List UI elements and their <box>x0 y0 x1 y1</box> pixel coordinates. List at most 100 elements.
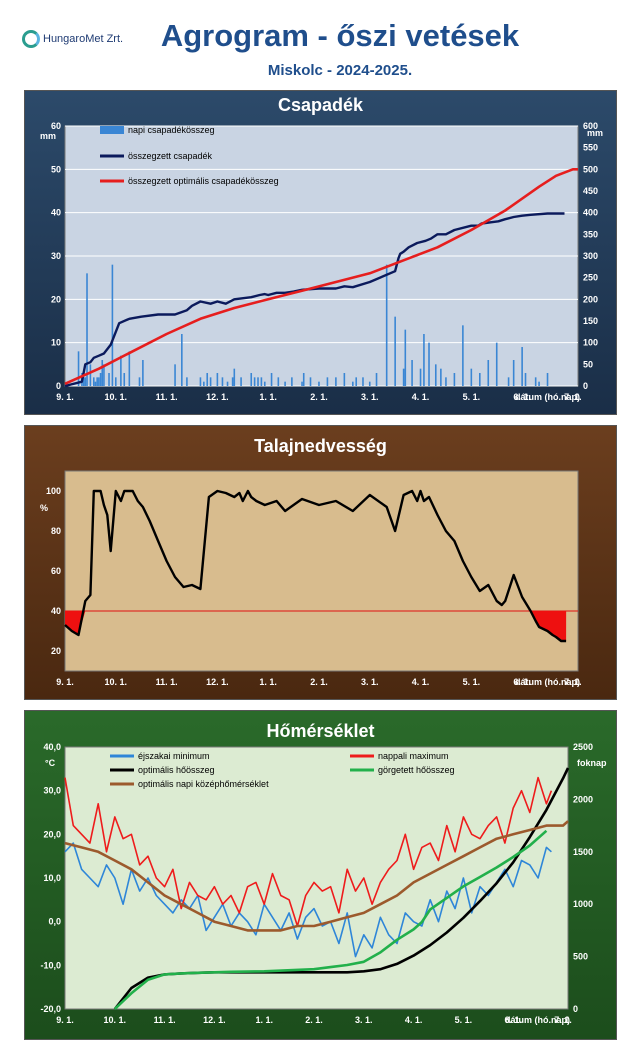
precip-bar <box>524 373 527 386</box>
precipitation-panel: Csapadék 0 10 20 30 40 50 60 0 50 100 150 200 250 300… <box>24 90 617 415</box>
precip-bar <box>199 377 202 386</box>
precip-bar <box>111 264 114 386</box>
x-tick-label: 11. 1. <box>156 677 178 687</box>
y-axis-label: °C <box>45 758 56 768</box>
hungaromet-logo: HungaroMet Zrt. <box>22 30 123 48</box>
precip-bar <box>479 373 481 386</box>
temperature-chart: -20,0 -10,0 0,0 10,0 20,0 30,0 40,0 0 500 1000 150… <box>40 742 607 1025</box>
y-axis-label: % <box>40 503 48 513</box>
y2-tick-label: 100 <box>583 338 598 348</box>
precip-bar <box>233 368 236 386</box>
precip-bar <box>302 373 305 386</box>
precip-bar <box>77 351 80 386</box>
precip-bar <box>101 360 104 386</box>
legend-label: nappali maximum <box>378 751 449 761</box>
y2-tick-label: 2500 <box>573 742 593 752</box>
precip-bar <box>487 360 490 386</box>
y2-tick-label: 450 <box>583 186 598 196</box>
x-tick-label: 2. 1. <box>310 677 328 687</box>
y-tick-label: 80 <box>51 526 61 536</box>
x-tick-label: 3. 1. <box>355 1015 373 1025</box>
precip-bar <box>512 360 515 386</box>
precip-bar <box>84 377 87 386</box>
x-tick-label: 3. 1. <box>361 392 379 402</box>
x-tick-label: 4. 1. <box>412 392 430 402</box>
precip-bar <box>394 316 396 386</box>
x-tick-label: 2. 1. <box>305 1015 323 1025</box>
rolling-heat-sum-line <box>113 829 548 1010</box>
precip-bar <box>419 368 422 386</box>
x-tick-label: 9. 1. <box>56 392 74 402</box>
precip-bar <box>231 377 234 386</box>
hungaromet-logo-icon <box>22 30 40 48</box>
legend-label: görgetett hőösszeg <box>378 765 455 775</box>
precip-bar <box>284 381 286 386</box>
precip-bar <box>263 381 266 386</box>
y-tick-label: 40 <box>51 606 61 616</box>
y2-tick-label: 0 <box>583 381 588 391</box>
x-tick-label: 7. 1. <box>564 392 582 402</box>
precip-bar <box>260 377 263 386</box>
precip-bar <box>82 377 85 386</box>
x-tick-label: 5. 1. <box>455 1015 473 1025</box>
precip-bar <box>142 360 144 386</box>
precip-bar <box>291 377 293 386</box>
y2-tick-label: 2000 <box>573 794 593 804</box>
y-tick-label: -10,0 <box>40 960 61 970</box>
precip-bar <box>94 381 97 386</box>
y-tick-label: 10 <box>51 338 61 348</box>
y-tick-label: 0,0 <box>48 917 61 927</box>
x-tick-label: 9. 1. <box>56 1015 74 1025</box>
precip-bar <box>209 377 212 386</box>
precip-bar <box>423 334 425 386</box>
x-tick-label: 9. 1. <box>56 677 74 687</box>
legend-label: optimális napi középhőmérséklet <box>138 779 269 789</box>
legend-label: optimális hőösszeg <box>138 765 215 775</box>
y2-tick-label: 200 <box>583 294 598 304</box>
precip-bar <box>206 373 209 386</box>
y2-tick-label: 300 <box>583 251 598 261</box>
page-subtitle: Miskolc - 2024-2025. <box>267 62 413 79</box>
precip-bar <box>309 377 312 386</box>
y-tick-label: 50 <box>51 164 61 174</box>
x-tick-label: 6. 1. <box>504 1015 522 1025</box>
optimal-precip-line <box>64 168 578 385</box>
precip-bar <box>221 377 224 386</box>
precip-bar <box>240 377 242 386</box>
soil-moisture-panel: Talajnedvesség 20 40 60 80 100% 9. 1. 10. 1. 11… <box>24 425 617 700</box>
precipitation-title: Csapadék <box>277 95 364 115</box>
x-tick-label: 12. 1. <box>206 677 229 687</box>
precip-bar <box>114 377 117 386</box>
x-tick-label: 10. 1. <box>104 1015 127 1025</box>
x-tick-label: 12. 1. <box>203 1015 226 1025</box>
precip-bar <box>138 377 141 386</box>
x-tick-label: 12. 1. <box>206 392 229 402</box>
precip-bar <box>253 377 256 386</box>
precip-bar <box>92 377 95 386</box>
y-tick-label: 20 <box>51 294 61 304</box>
y-tick-label: 10,0 <box>43 873 61 883</box>
legend-label: összegzett optimális csapadékösszeg <box>128 176 279 186</box>
precip-bar <box>318 381 320 386</box>
legend-label: összegzett csapadék <box>128 151 213 161</box>
x-tick-label: 4. 1. <box>405 1015 423 1025</box>
precip-bar <box>368 381 371 386</box>
precip-bar <box>270 373 273 386</box>
precip-bar <box>86 273 88 386</box>
legend-swatch <box>100 126 124 134</box>
precip-bar <box>123 373 126 386</box>
temperature-panel: Hőmérséklet -20,0 -10,0 0,0 10,0 20,0 30,0 40,… <box>24 710 617 1040</box>
x-tick-label: 1. 1. <box>255 1015 273 1025</box>
y2-tick-label: 0 <box>573 1004 578 1014</box>
y2-tick-label: 250 <box>583 273 598 283</box>
precip-bar <box>128 351 131 386</box>
precip-bar <box>203 381 205 386</box>
soil-moisture-title: Talajnedvesség <box>254 436 387 456</box>
precip-bar <box>434 364 437 386</box>
y2-tick-label: 1500 <box>573 847 593 857</box>
x-axis-label: dátum (hó.nap) <box>515 677 580 687</box>
y-tick-label: 20 <box>51 646 61 656</box>
precip-bar <box>445 377 447 386</box>
precip-bar <box>108 373 110 386</box>
precip-bar <box>181 334 183 386</box>
